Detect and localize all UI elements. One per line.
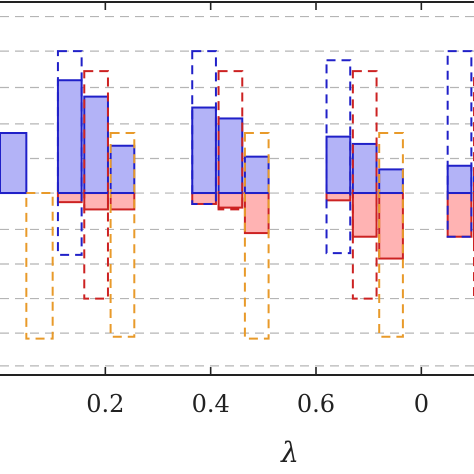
- x-axis-label: λ: [280, 436, 299, 469]
- bar-red-solid-3: [56, 192, 83, 204]
- bar-blue-solid-11: [191, 106, 217, 195]
- bar-red-solid-6: [83, 192, 109, 211]
- bar-blue-dashed-22: [325, 59, 352, 255]
- x-tick-label-0: 0.2: [86, 390, 124, 418]
- bar-red-solid-18: [243, 192, 270, 235]
- bar-blue-solid-26: [378, 168, 404, 195]
- bar-red-solid-24: [351, 192, 378, 238]
- bar-blue-solid-8: [109, 144, 136, 195]
- axes: [0, 1, 474, 376]
- bar-red-solid-15: [217, 192, 244, 209]
- bars: [0, 50, 474, 340]
- bar-red-dashed-7: [83, 70, 109, 300]
- bar-orange-dashed-10: [109, 132, 136, 338]
- bar-blue-solid-20: [325, 135, 352, 195]
- bar-red-solid-12: [191, 192, 217, 205]
- x-tick-label-1: 0.4: [192, 390, 230, 418]
- bar-blue-solid-29: [446, 164, 473, 195]
- bar-blue-solid-0: [0, 132, 28, 195]
- bar-blue-solid-14: [217, 117, 244, 195]
- bar-blue-dashed-13: [191, 50, 217, 205]
- bar-blue-solid-2: [56, 79, 83, 195]
- bar-orange-dashed-28: [378, 132, 404, 338]
- bar-red-solid-21: [325, 192, 352, 202]
- bar-red-solid-9: [109, 192, 136, 211]
- bar-red-dashed-16: [217, 70, 244, 211]
- bar-red-dashed-25: [351, 70, 378, 300]
- bar-blue-solid-23: [351, 142, 378, 195]
- x-ticks: 0.2 0.4 0.6 0: [86, 2, 429, 418]
- bar-blue-solid-17: [243, 155, 270, 195]
- bar-blue-dashed-4: [56, 50, 83, 256]
- x-tick-label-3: 0: [414, 390, 429, 418]
- x-tick-label-2: 0.6: [297, 390, 335, 418]
- bar-red-solid-30: [446, 192, 473, 238]
- bar-orange-dashed-19: [243, 132, 270, 340]
- bar-blue-solid-5: [83, 95, 109, 195]
- bar-orange-dashed-1: [25, 192, 54, 340]
- bar-red-solid-27: [378, 192, 404, 260]
